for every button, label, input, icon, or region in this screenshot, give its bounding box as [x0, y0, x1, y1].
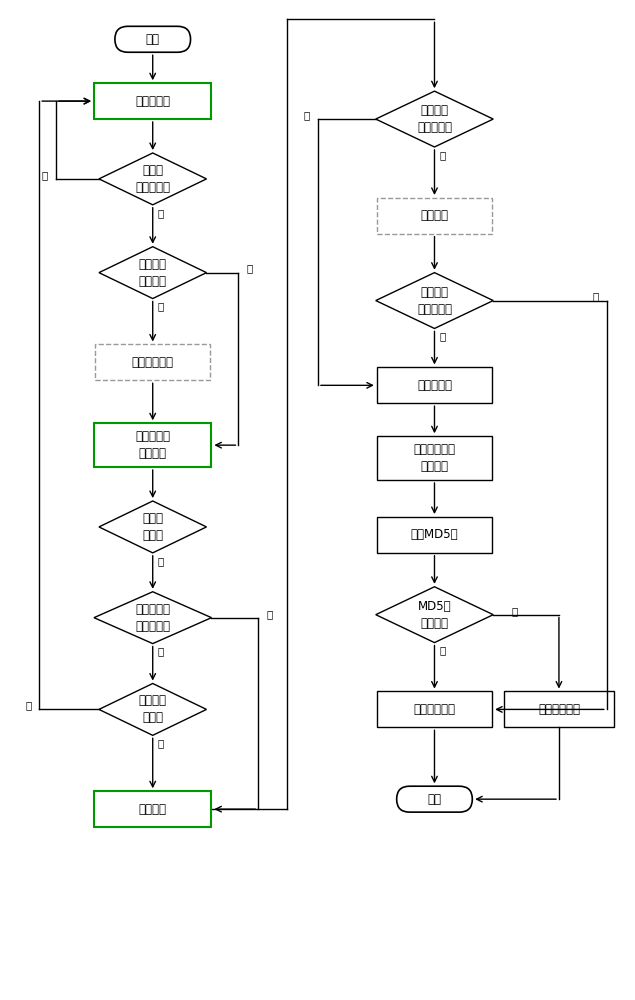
Text: 是: 是 — [266, 609, 272, 619]
Text: 数据块放入
缓存队列: 数据块放入 缓存队列 — [135, 430, 170, 460]
Text: 否: 否 — [157, 302, 164, 312]
Bar — [95, 344, 210, 380]
Text: 数据选举: 数据选举 — [138, 803, 167, 816]
Bar — [377, 691, 492, 727]
Text: 否: 否 — [511, 606, 518, 616]
Text: 是: 是 — [246, 264, 253, 274]
Text: 解交织处理: 解交织处理 — [417, 379, 452, 392]
Bar — [504, 691, 613, 727]
Text: 纠错译码: 纠错译码 — [420, 209, 448, 222]
Text: 否: 否 — [42, 170, 48, 180]
Text: 开始: 开始 — [145, 33, 160, 46]
Text: 是: 是 — [157, 208, 164, 218]
Text: 否: 否 — [439, 331, 446, 341]
Text: 是否存在
丢失数据块: 是否存在 丢失数据块 — [417, 104, 452, 134]
Text: 是: 是 — [592, 292, 599, 302]
Text: MD5值
是否正确: MD5值 是否正确 — [418, 600, 451, 630]
Text: 记录重组失败: 记录重组失败 — [538, 703, 580, 716]
Text: 缓存队列
是否存在: 缓存队列 是否存在 — [138, 258, 167, 288]
Text: 协议解封装，
数据重组: 协议解封装， 数据重组 — [413, 443, 455, 473]
Text: 是: 是 — [157, 738, 164, 748]
Text: 是否接
收完全: 是否接 收完全 — [142, 512, 163, 542]
Text: 计算MD5值: 计算MD5值 — [411, 528, 458, 541]
Text: 结束: 结束 — [427, 793, 441, 806]
Text: 是否存在
丢失数据块: 是否存在 丢失数据块 — [417, 286, 452, 316]
Bar — [94, 791, 211, 827]
Text: 是: 是 — [439, 150, 446, 160]
Text: 是否接收到
结束数据块: 是否接收到 结束数据块 — [135, 603, 170, 633]
Bar — [377, 436, 492, 480]
Text: 是否为
起始数据块: 是否为 起始数据块 — [135, 164, 170, 194]
Text: 是: 是 — [157, 647, 164, 657]
Text: 建立缓存队列: 建立缓存队列 — [131, 356, 174, 369]
Text: 否: 否 — [25, 700, 31, 710]
Text: 接收数据块: 接收数据块 — [135, 95, 170, 108]
Bar — [377, 367, 492, 403]
Text: 传递给服务层: 传递给服务层 — [413, 703, 455, 716]
Bar — [377, 517, 492, 553]
Bar — [377, 198, 492, 234]
Text: 等待时间
是否到: 等待时间 是否到 — [138, 694, 167, 724]
Text: 否: 否 — [157, 556, 164, 566]
Text: 是: 是 — [439, 646, 446, 656]
Text: 否: 否 — [304, 110, 310, 120]
Bar — [94, 423, 211, 467]
Bar — [94, 83, 211, 119]
